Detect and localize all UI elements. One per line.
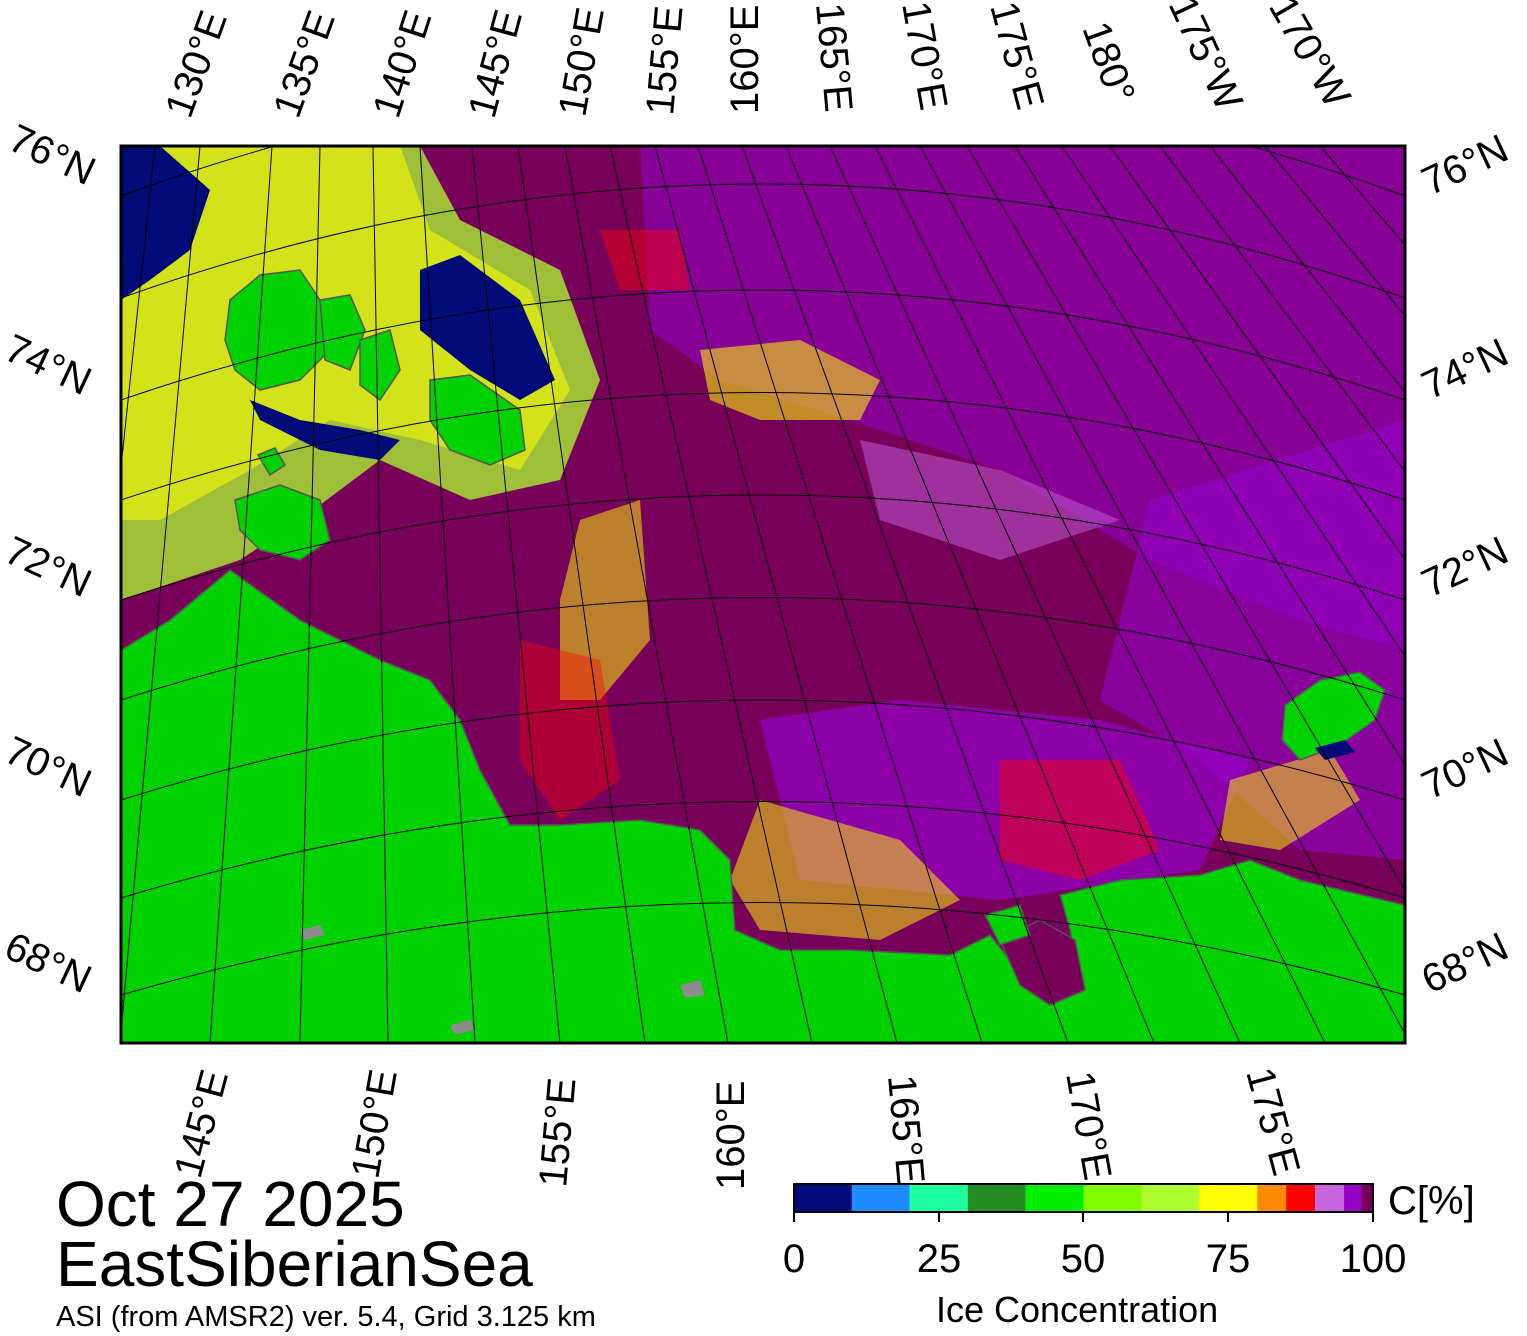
colorbar-segment [1361,1184,1373,1212]
lat-label-left: 68°N [0,924,98,1002]
warm-ice-patch-3 [520,640,620,820]
graticule-parallels [121,146,1405,996]
lon-label-top: 175°W [1160,0,1251,117]
wrangel-island [1281,671,1386,761]
faddeyevsky-island [319,294,366,371]
land-gray-patch-3 [680,980,705,998]
colorbar-tick-label: 50 [1060,1237,1106,1281]
lon-label-bottom: 165°E [879,1073,932,1186]
colorbar-segment [967,1184,1026,1212]
land-gray-patch-1 [300,925,325,940]
colorbar-tick-label: 25 [916,1237,962,1281]
map-frame [119,144,1407,1045]
lat-label-right: 68°N [1415,925,1515,1003]
warm-ice-patch-2 [560,500,650,700]
lat-label-right: 76°N [1415,127,1515,205]
lon-label-top: 165°E [807,1,860,114]
map-date: Oct 27 2025 [56,1168,405,1240]
warm-ice-patch-5 [1000,760,1160,880]
colorbar-segment [1344,1184,1362,1212]
colorbar-ticks [793,1212,1374,1222]
lon-label-top: 155°E [638,4,691,117]
warm-ice-patch-7 [600,230,690,290]
maly-lyakhovsky-island [256,447,287,477]
lat-label-left: 72°N [0,528,98,606]
lat-label-right: 74°N [1415,331,1515,409]
colorbar-tick-label: 100 [1339,1237,1407,1281]
colorbar-segment [909,1184,968,1212]
lon-label-top: 135°E [265,5,344,123]
colorbar-segment [1025,1184,1084,1212]
colorbar-segment [1083,1184,1142,1212]
bunge-land [359,329,401,402]
colorbar-segment [794,1184,852,1212]
region-name: EastSiberianSea [56,1228,533,1300]
lon-label-bottom: 160°E [709,1081,753,1190]
open-water-bay [420,255,555,400]
colorbar-segment [1199,1184,1258,1212]
lon-label-top: 170°W [1260,0,1358,115]
lon-label-top: 160°E [723,5,767,114]
colorbar [794,1184,1373,1212]
lat-label-right: 70°N [1415,731,1515,809]
lon-label-top: 150°E [551,4,613,119]
lat-label-left: 70°N [0,728,98,806]
warm-ice-patch-1 [700,340,880,420]
lon-label-bottom: 170°E [1057,1068,1119,1183]
ice-mid-zone [860,440,1120,560]
graticule-meridians [121,146,1405,1043]
lat-label-left: 74°N [0,326,98,404]
colorbar-segment [1286,1184,1316,1212]
colorbar-title: Ice Concentration [936,1289,1219,1330]
colorbar-segment [1315,1184,1345,1212]
open-water-strait [250,400,400,460]
lon-label-top: 180° [1074,16,1144,109]
lon-label-bottom: 150°E [344,1066,406,1181]
lon-label-top: 145°E [460,5,531,122]
lon-label-top: 170°E [893,0,955,113]
colorbar-unit: C[%] [1388,1179,1475,1223]
land-gray-patch-2 [450,1020,475,1035]
lon-label-bottom: 155°E [531,1076,584,1189]
colorbar-tick-label: 0 [782,1237,806,1281]
lon-label-bottom: 145°E [166,1065,237,1182]
map-area [121,146,1405,1043]
data-source: ASI (from AMSR2) ver. 5.4, Grid 3.125 km [56,1301,596,1333]
lon-label-bottom: 175°E [1237,1063,1308,1180]
lat-label-right: 72°N [1415,529,1515,607]
lon-label-top: 175°E [981,0,1052,114]
colorbar-tick-label: 75 [1205,1237,1251,1281]
colorbar-segment [851,1184,910,1212]
lon-label-top: 140°E [365,5,441,123]
mainland [121,569,1405,1043]
colorbar-segment [1141,1184,1200,1212]
lat-label-left: 76°N [2,116,102,194]
lon-label-top: 130°E [157,5,236,123]
colorbar-segment [1257,1184,1287,1212]
warm-ice-patch-4 [730,800,960,940]
warm-ice-patch-6 [1220,750,1360,850]
bolshoy-lyakhovsky-island [234,484,331,561]
